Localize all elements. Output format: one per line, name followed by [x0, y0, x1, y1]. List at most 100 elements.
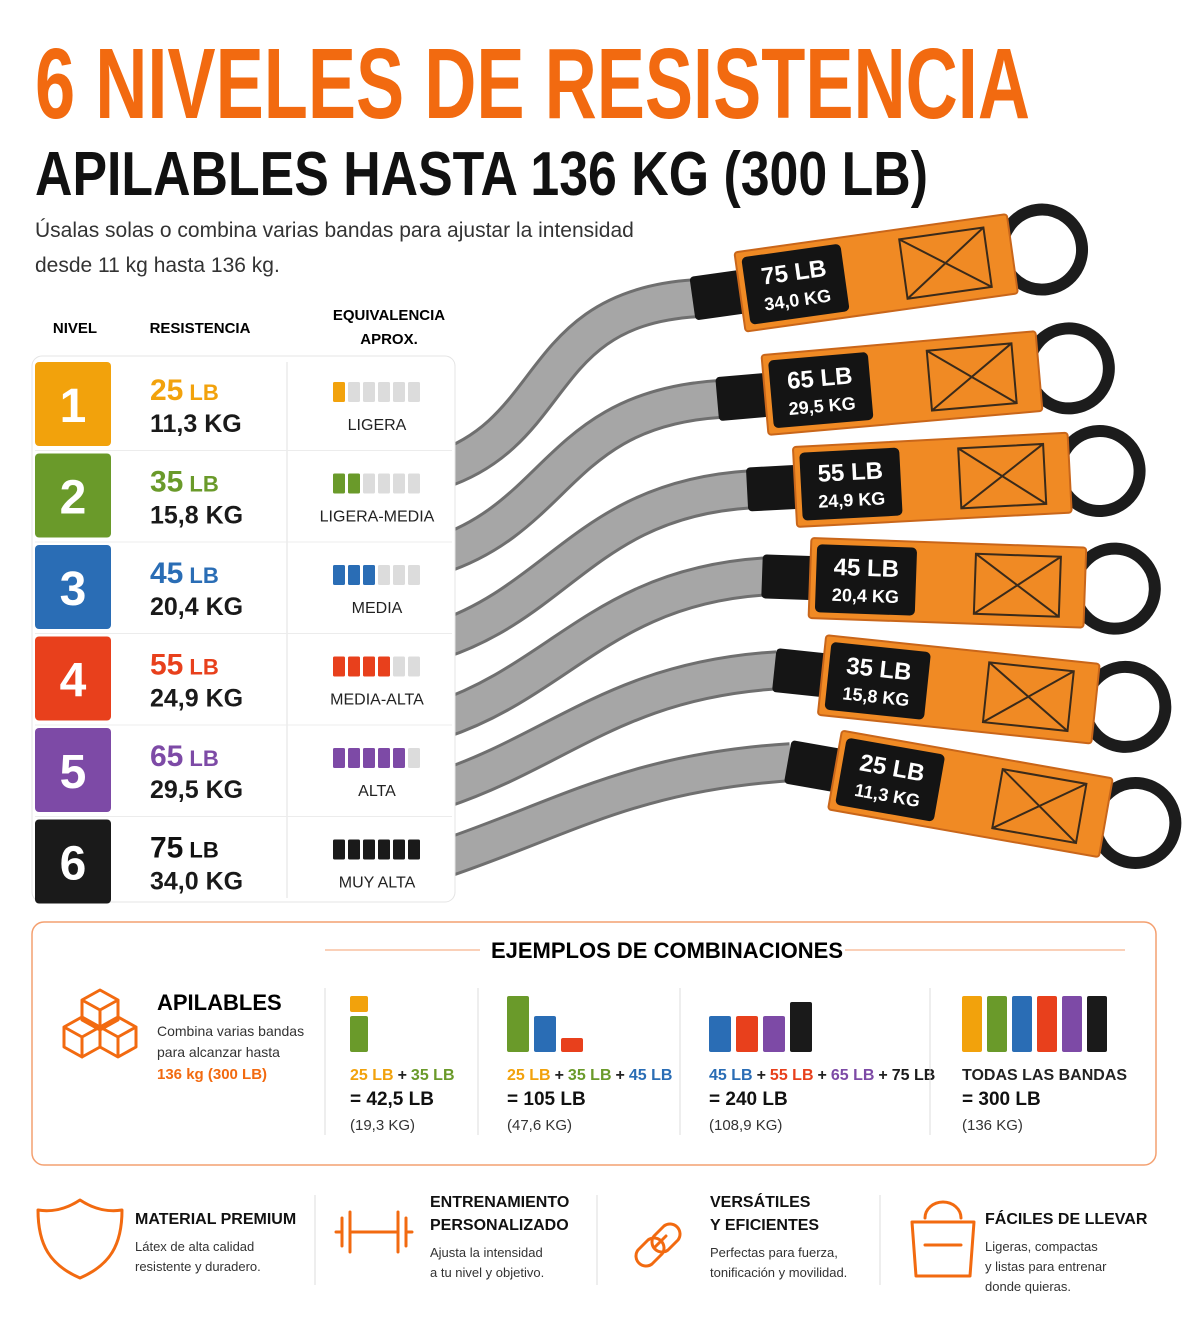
stitch-box — [898, 226, 993, 300]
stitch-box — [957, 442, 1048, 510]
intensity-block — [408, 839, 420, 860]
intensity-block — [363, 748, 375, 768]
header-equivalence: EQUIVALENCIA — [333, 307, 445, 324]
label-patch — [814, 544, 917, 616]
examples: 25 LB +35 LB= 42,5 LB(19,3 KG)25 LB +35 LB… — [324, 988, 1127, 1135]
equivalence-label: LIGERA-MEDIA — [320, 509, 435, 526]
stitch-box — [972, 552, 1062, 618]
intensity-block — [333, 839, 345, 860]
intensity-block — [393, 473, 405, 494]
label-patch — [768, 352, 874, 428]
feature-text: donde quieras. — [985, 1279, 1071, 1294]
lb-unit: LB — [189, 472, 218, 497]
combo-plus: + — [398, 1067, 407, 1084]
stitch-box — [925, 342, 1018, 412]
feature-title: Y EFICIENTES — [710, 1217, 819, 1234]
combo-total: = 240 LB — [709, 1089, 788, 1110]
intensity-block — [393, 382, 405, 402]
intensity-block — [348, 382, 360, 402]
feature-text: Ligeras, compactas — [985, 1239, 1098, 1254]
intensity-block — [393, 656, 405, 677]
intensity-block — [378, 656, 390, 677]
intensity-block — [363, 565, 375, 585]
band-lb: 55 LB — [817, 457, 884, 487]
equivalence-label: MUY ALTA — [339, 875, 416, 892]
combo-part: 35 LB — [568, 1067, 612, 1084]
equivalence-label: ALTA — [358, 783, 396, 800]
combo-bar — [790, 1002, 812, 1052]
level-number: 1 — [60, 380, 87, 433]
subtitle: APILABLES HASTA 136 KG (300 LB) — [35, 140, 928, 209]
resistance-kg: 11,3 KG — [150, 410, 242, 438]
stitch-box — [981, 661, 1075, 733]
intensity-block — [333, 382, 345, 402]
lb-value: 35 — [150, 466, 183, 499]
intensity-block — [378, 565, 390, 585]
equivalence-label: LIGERA — [348, 417, 407, 434]
intro-line: desde 11 kg hasta 136 kg. — [35, 254, 280, 277]
stack-text: Combina varias bandas — [157, 1023, 304, 1039]
cap — [761, 554, 815, 600]
combo-bar — [507, 996, 529, 1052]
resistance-kg: 24,9 KG — [150, 685, 243, 713]
intensity-block — [378, 748, 390, 768]
combo-kg: (136 KG) — [962, 1117, 1023, 1134]
lb-unit: LB — [189, 838, 218, 863]
feature-text: a tu nivel y objetivo. — [430, 1265, 544, 1280]
combo-part: 25 LB — [507, 1067, 551, 1084]
level-box — [35, 453, 111, 538]
feature-title: VERSÁTILES — [710, 1192, 811, 1211]
combo-part: 35 LB — [411, 1067, 455, 1084]
feature-icons — [36, 1198, 976, 1280]
lb-value: 55 — [150, 649, 183, 682]
combo-kg: (19,3 KG) — [350, 1117, 415, 1134]
intensity-block — [393, 565, 405, 585]
intensity-block — [363, 656, 375, 677]
feature-text: tonificación y movilidad. — [710, 1265, 847, 1280]
cap — [772, 648, 828, 697]
combo-total: = 300 LB — [962, 1089, 1041, 1110]
level-number: 4 — [60, 655, 87, 708]
header-resistance: RESISTENCIA — [150, 320, 251, 337]
intensity-block — [378, 473, 390, 494]
combo-bar — [350, 996, 368, 1012]
intensity-block — [408, 748, 420, 768]
tube — [434, 653, 779, 807]
lb-value: 75 — [150, 832, 183, 865]
tube — [434, 381, 722, 572]
feature-title: MATERIAL PREMIUM — [135, 1211, 296, 1228]
combo-plus: + — [616, 1067, 625, 1084]
combo-part: 65 LB — [831, 1067, 875, 1084]
combo-part: 55 LB — [770, 1067, 814, 1084]
lb-value: 65 — [150, 740, 183, 773]
band-lb: 45 LB — [833, 554, 899, 583]
stack-title: APILABLES — [157, 990, 282, 1015]
combo-bar — [763, 1016, 785, 1052]
lb-value: 45 — [150, 557, 183, 590]
intro-line: Úsalas solas o combina varias bandas par… — [35, 219, 634, 242]
intensity-block — [333, 473, 345, 494]
lb-value: 25 — [150, 374, 183, 407]
header-equivalence: APROX. — [360, 331, 418, 348]
feature-title: PERSONALIZADO — [430, 1217, 569, 1234]
feature-title: ENTRENAMIENTO — [430, 1194, 569, 1211]
level-number: 2 — [60, 472, 87, 525]
feature-text: Perfectas para fuerza, — [710, 1245, 838, 1260]
combo-bar — [736, 1016, 758, 1052]
cap — [715, 373, 771, 421]
feature-text: Ajusta la intensidad — [430, 1245, 543, 1260]
combinations-box — [31, 921, 1157, 1166]
stack-text: para alcanzar hasta — [157, 1044, 280, 1060]
features: MATERIAL PREMIUM Látex de alta calidad res… — [135, 1192, 1148, 1294]
combo-parts: 25 LB +35 LB — [350, 1067, 455, 1084]
cubes-icon — [62, 988, 138, 1059]
band-kg: 24,9 KG — [818, 488, 886, 511]
